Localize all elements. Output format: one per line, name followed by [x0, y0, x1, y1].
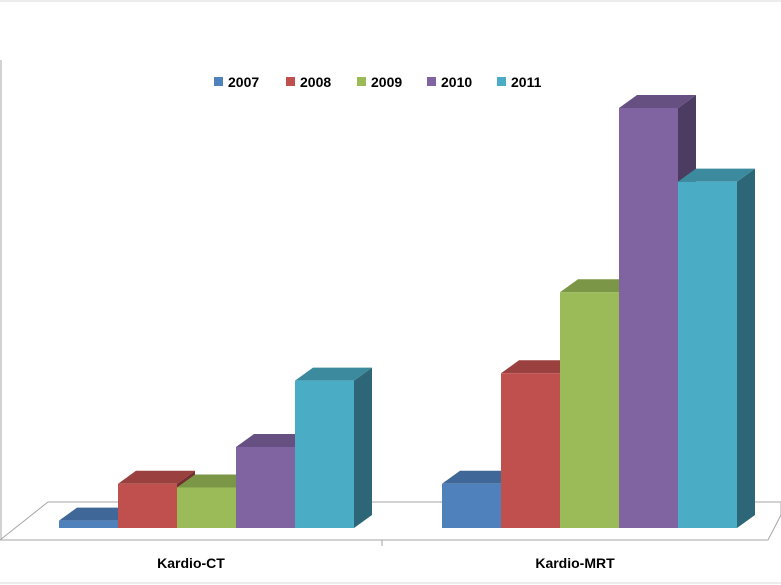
bar-top-face [560, 279, 637, 293]
legend-label-2008: 2008 [300, 74, 331, 90]
legend-label-2010: 2010 [441, 74, 472, 90]
bar-top-face [295, 367, 372, 381]
category-label-kardio-mrt: Kardio-MRT [535, 555, 615, 571]
legend-label-2009: 2009 [371, 74, 402, 90]
bar-top-face [59, 507, 136, 521]
bar-kardio-mrt-2011 [678, 168, 755, 528]
legend-swatch-2008 [286, 77, 295, 86]
bar-front-face [560, 292, 619, 528]
bar-top-face [501, 360, 578, 374]
legend-label-2007: 2007 [228, 74, 259, 90]
bar-side-face [737, 168, 755, 528]
bar-top-face [619, 95, 696, 108]
bar-front-face [295, 380, 354, 528]
category-label-kardio-ct: Kardio-CT [157, 555, 225, 571]
legend-swatch-2009 [357, 77, 366, 86]
bar-top-face [236, 433, 313, 447]
bar-front-face [678, 181, 737, 528]
bars-group [59, 95, 755, 528]
legend-swatch-2011 [497, 77, 506, 86]
bar-front-face [442, 483, 501, 528]
bar-front-face [236, 446, 295, 528]
legend-swatch-2007 [214, 77, 223, 86]
bar-top-face [678, 168, 755, 182]
bar-top-face [177, 474, 254, 488]
legend-swatch-2010 [427, 77, 436, 86]
bar-front-face [177, 487, 236, 528]
legend-label-2011: 2011 [511, 74, 542, 90]
chart-legend: 2007 2008 2009 2010 2011 [214, 74, 542, 90]
bar-front-face [59, 520, 118, 528]
bar-front-face [501, 373, 560, 528]
bar-front-face [118, 483, 177, 528]
bar-top-face [442, 470, 519, 484]
bar-side-face [354, 367, 372, 528]
bar-top-face [118, 470, 195, 484]
bar-kardio-ct-2011 [295, 367, 372, 528]
bar-front-face [619, 108, 678, 528]
